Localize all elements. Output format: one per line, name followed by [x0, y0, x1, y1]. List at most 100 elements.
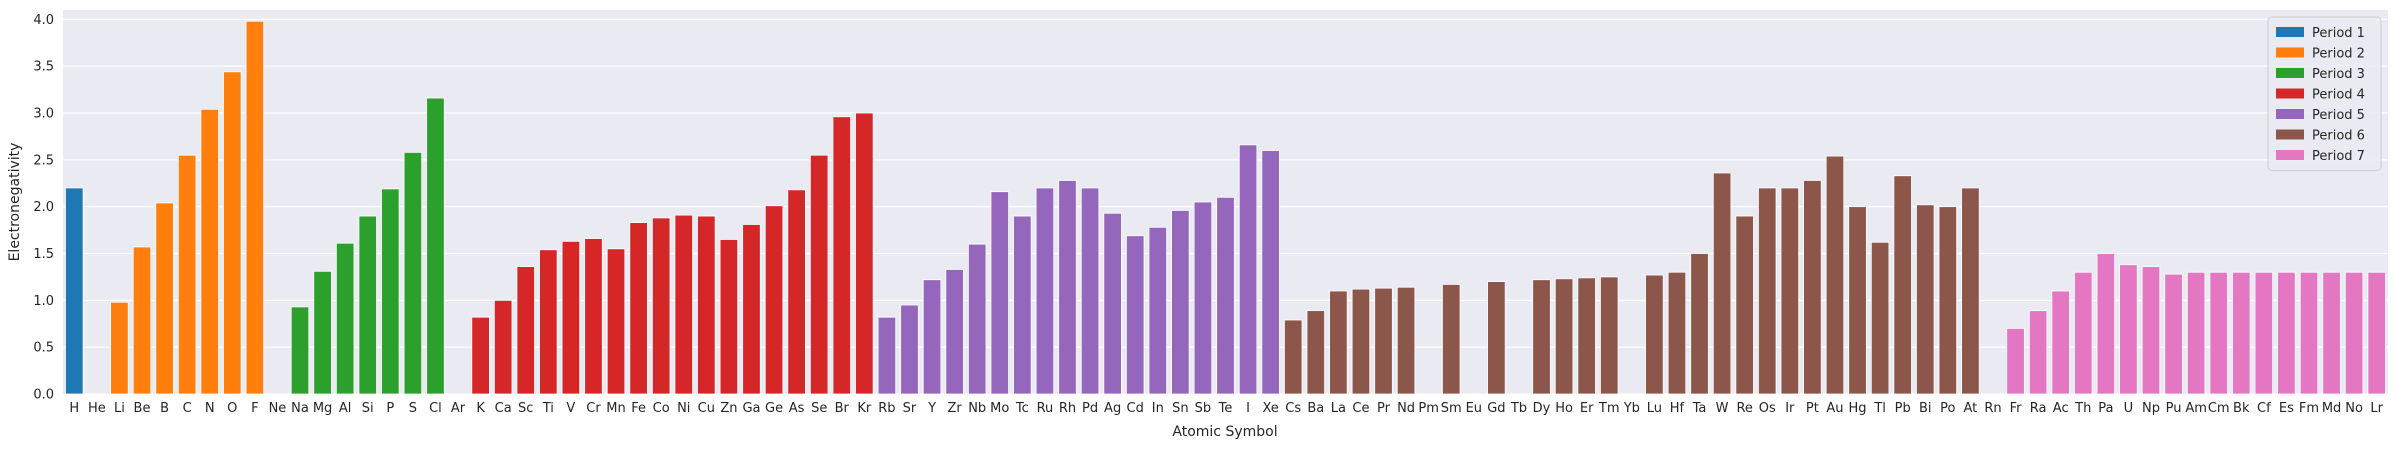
x-tick-label: Cs: [1285, 401, 1301, 416]
bar-Co: [651, 217, 671, 395]
bar-Ca: [493, 299, 513, 395]
legend-swatch: [2276, 129, 2304, 140]
x-tick-label: Al: [339, 401, 352, 416]
bar-Pd: [1080, 187, 1100, 395]
bar-Tl: [1870, 241, 1890, 395]
x-tick-label: N: [205, 401, 215, 416]
x-tick-label: Re: [1736, 401, 1752, 416]
x-tick-label: Tc: [1015, 401, 1029, 416]
x-tick-label: Hg: [1849, 401, 1867, 416]
bar-Sb: [1193, 201, 1213, 395]
bar-Cs: [1284, 319, 1303, 395]
legend-swatch: [2276, 47, 2304, 58]
x-tick-label: Pr: [1377, 401, 1391, 416]
x-tick-label: No: [2345, 401, 2363, 416]
x-tick-label: Pt: [1806, 401, 1819, 416]
x-tick-label: Eu: [1466, 401, 1482, 416]
bar-Be: [132, 246, 152, 395]
bar-La: [1329, 290, 1348, 395]
x-tick-label: Sr: [903, 401, 917, 416]
bar-At: [1961, 187, 1980, 395]
x-tick-label: Es: [2279, 401, 2294, 416]
x-tick-label: He: [88, 401, 106, 416]
x-tick-label: Na: [291, 401, 309, 416]
x-tick-label: Se: [811, 401, 827, 416]
bar-In: [1148, 226, 1167, 395]
bar-Pr: [1374, 287, 1393, 395]
bar-F: [245, 20, 265, 395]
bar-Zn: [719, 239, 739, 395]
bar-Am: [2186, 271, 2206, 395]
bar-Sr: [900, 304, 919, 395]
legend-swatch: [2276, 27, 2304, 37]
x-tick-label: Lu: [1647, 401, 1662, 416]
bar-Cf: [2254, 271, 2274, 395]
x-tick-label: Am: [2185, 401, 2207, 416]
bar-Cm: [2209, 271, 2228, 395]
legend-label: Period 4: [2312, 88, 2365, 103]
x-tick-label: Zr: [947, 401, 962, 416]
x-tick-label: Fm: [2299, 401, 2319, 416]
x-tick-label: O: [227, 401, 237, 416]
x-tick-label: Au: [1826, 401, 1843, 416]
x-tick-label: Te: [1218, 401, 1233, 416]
bar-Kr: [855, 112, 874, 395]
bar-Sn: [1171, 210, 1190, 395]
bar-Ir: [1780, 187, 1800, 395]
x-tick-label: Rh: [1059, 401, 1076, 416]
x-tick-label: Co: [653, 401, 670, 416]
x-tick-label: Os: [1759, 401, 1776, 416]
x-tick-label: Sc: [518, 401, 533, 416]
x-tick-label: Cr: [586, 401, 601, 416]
x-tick-label: B: [160, 401, 169, 416]
x-tick-label: Ge: [765, 401, 783, 416]
x-tick-label: Pa: [2098, 401, 2113, 416]
bar-Y: [922, 279, 942, 395]
bar-Bk: [2232, 271, 2251, 395]
bar-Es: [2277, 271, 2296, 395]
x-tick-label: Fe: [631, 401, 646, 416]
bar-Ti: [539, 249, 558, 395]
bar-Nb: [967, 243, 987, 395]
x-tick-label: Pb: [1895, 401, 1911, 416]
bar-Ra: [2028, 310, 2048, 395]
x-tick-label: S: [409, 401, 417, 416]
x-tick-label: Bi: [1919, 401, 1932, 416]
bar-Li: [110, 301, 129, 395]
x-tick-label: Ag: [1104, 401, 1121, 416]
x-tick-label: Fr: [2010, 401, 2023, 416]
bar-Dy: [1532, 279, 1551, 395]
x-tick-label: Th: [2074, 401, 2091, 416]
x-tick-label: Li: [114, 401, 125, 416]
bar-Fe: [629, 222, 648, 395]
x-tick-label: Br: [835, 401, 850, 416]
x-tick-label: Xe: [1262, 401, 1278, 416]
bar-I: [1238, 144, 1258, 395]
x-tick-labels: H He Li Be B C N O F Ne Na Mg Al Si P S Cl Ar K Ca Sc Ti V Cr Mn…: [69, 401, 2383, 416]
x-tick-label: Be: [134, 401, 151, 416]
x-tick-label: Ni: [677, 401, 690, 416]
bar-K: [471, 316, 490, 395]
x-tick-label: V: [566, 401, 575, 416]
bar-Ag: [1103, 212, 1122, 395]
x-tick-label: Gd: [1487, 401, 1505, 416]
y-tick-label: 2.0: [33, 200, 54, 215]
bar-Cl: [426, 97, 445, 395]
legend-swatch: [2276, 88, 2304, 99]
bar-Xe: [1261, 150, 1280, 395]
bar-Os: [1758, 187, 1777, 395]
y-tick-label: 1.0: [33, 294, 54, 309]
x-tick-label: Lr: [2370, 401, 2383, 416]
x-tick-label: Tl: [1873, 401, 1886, 416]
bar-Cu: [697, 215, 716, 395]
bar-Fm: [2299, 271, 2319, 395]
bar-Mn: [606, 248, 626, 395]
x-tick-label: Tm: [1598, 401, 1620, 416]
bar-Ac: [2051, 290, 2070, 395]
y-tick-label: 4.0: [33, 13, 54, 28]
bar-Al: [335, 242, 355, 395]
x-tick-label: Er: [1580, 401, 1594, 416]
x-tick-label: Md: [2322, 401, 2341, 416]
x-tick-label: Mg: [313, 401, 332, 416]
bar-Rh: [1058, 180, 1077, 395]
